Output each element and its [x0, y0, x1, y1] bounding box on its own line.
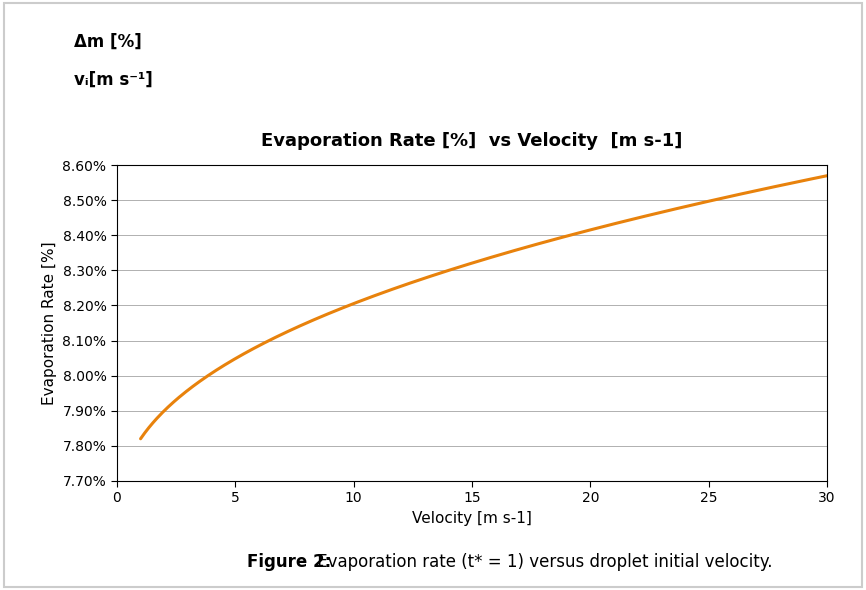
Y-axis label: Evaporation Rate [%]: Evaporation Rate [%]	[42, 241, 57, 405]
Text: vᵢ[m s⁻¹]: vᵢ[m s⁻¹]	[74, 71, 152, 89]
X-axis label: Velocity [m s-1]: Velocity [m s-1]	[412, 511, 532, 526]
Text: Δm [%]: Δm [%]	[74, 32, 141, 51]
Text: Evaporation rate (t* = 1) versus droplet initial velocity.: Evaporation rate (t* = 1) versus droplet…	[312, 553, 772, 571]
Title: Evaporation Rate [%]  vs Velocity  [m s-1]: Evaporation Rate [%] vs Velocity [m s-1]	[262, 132, 682, 150]
Text: Figure 2:: Figure 2:	[247, 553, 331, 571]
